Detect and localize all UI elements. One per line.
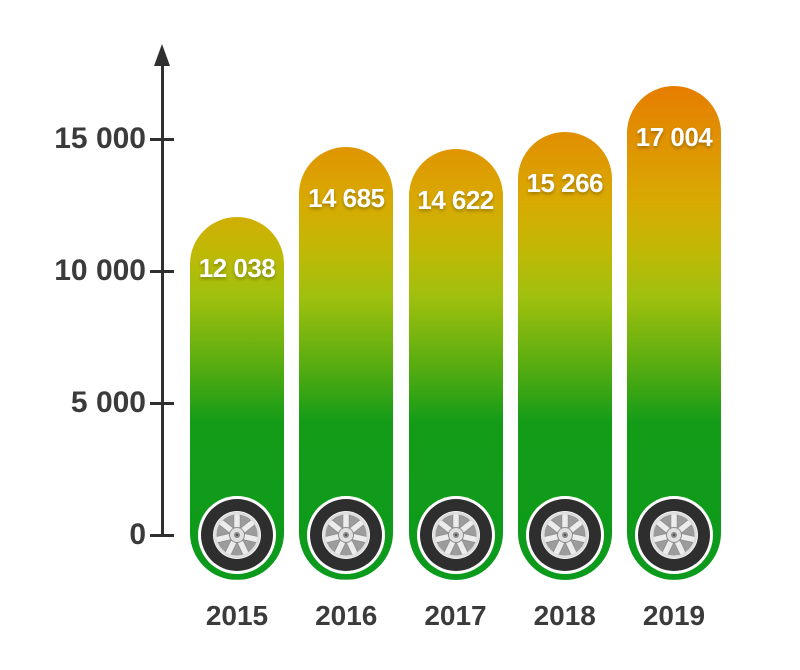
y-axis-arrow-icon — [154, 44, 170, 66]
car-wheel-icon — [307, 495, 386, 574]
bar-value-label: 17 004 — [635, 122, 713, 153]
bar-2016: 14 685 — [299, 147, 394, 580]
y-axis-line — [160, 60, 164, 536]
y-tick-label: 15 000 — [54, 122, 146, 155]
car-wheel-icon — [635, 495, 713, 574]
bar-value-label: 14 622 — [417, 184, 494, 215]
car-wheel-icon — [525, 495, 604, 574]
x-category-label: 2017 — [424, 600, 487, 631]
car-wheel-icon — [416, 495, 495, 574]
x-category-label: 2019 — [642, 600, 706, 631]
x-category-label: 2016 — [315, 600, 378, 631]
bar-value-label: 15 266 — [526, 167, 604, 198]
bar-value-label: 12 038 — [198, 253, 276, 284]
y-tick-label: 5 000 — [70, 386, 146, 419]
x-category-label: 2018 — [533, 600, 596, 631]
y-tick-mark — [150, 269, 174, 273]
y-tick-mark — [150, 533, 174, 537]
bar-2017: 14 622 — [408, 148, 503, 580]
bar-2015: 12 038 — [190, 217, 284, 580]
y-tick-mark — [150, 401, 174, 405]
car-wheel-icon — [198, 495, 276, 574]
y-tick-label: 10 000 — [54, 254, 146, 287]
x-category-label: 2015 — [205, 600, 269, 631]
y-tick-label: 0 — [129, 518, 146, 551]
bar-value-label: 14 685 — [307, 183, 385, 214]
bar-2018: 15 266 — [517, 131, 612, 580]
bar-2019: 17 004 — [627, 86, 721, 580]
y-tick-mark — [150, 137, 174, 141]
